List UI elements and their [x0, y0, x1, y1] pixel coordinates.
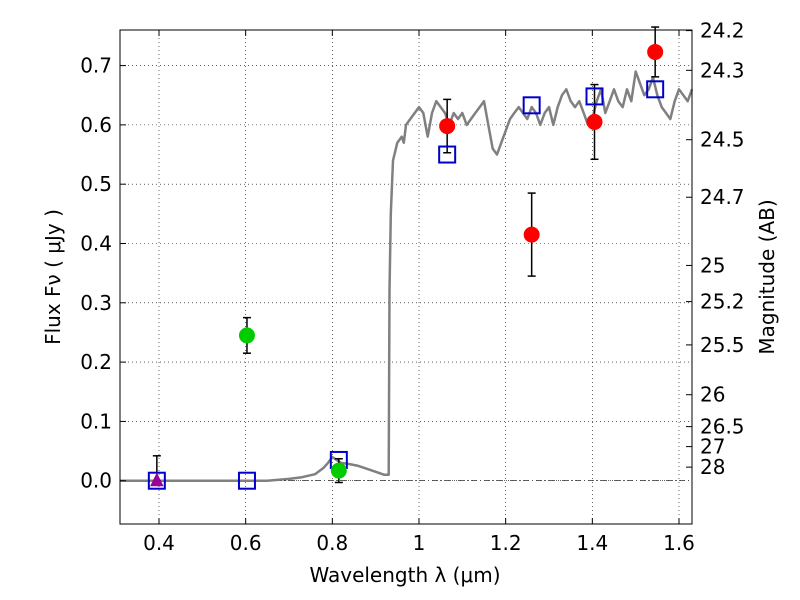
- right-tick-label: 24.7: [700, 185, 745, 209]
- model-spectrum-line: [120, 70, 694, 482]
- x-tick-label: 0.8: [316, 531, 348, 555]
- y-tick-label: 0.5: [80, 172, 112, 196]
- upper-limit-triangle: [150, 472, 164, 487]
- right-tick-label: 26: [700, 383, 725, 407]
- x-axis-title: Wavelength λ (μm): [309, 563, 500, 587]
- right-tick-label: 28: [700, 455, 725, 479]
- right-tick-label: 24.2: [700, 19, 745, 43]
- spectrum-line: [120, 70, 694, 482]
- model-photometry-square: [438, 145, 457, 164]
- x-tick-label: 1: [413, 531, 426, 555]
- observed-flux-point: [330, 462, 347, 479]
- right-tick-label: 24.3: [700, 58, 745, 82]
- observed-flux-point: [439, 118, 456, 135]
- observed-flux-point: [586, 113, 603, 130]
- y-tick-label: 0.0: [80, 469, 112, 493]
- y-tick-label: 0.3: [80, 291, 112, 315]
- data-markers: [147, 43, 665, 490]
- y-tick-label: 0.4: [80, 231, 112, 255]
- observed-flux-point: [647, 43, 664, 60]
- y-axis-title: Flux Fν ( μJy ): [41, 209, 65, 345]
- x-tick-label: 0.6: [230, 531, 262, 555]
- observed-flux-point: [238, 327, 255, 344]
- model-photometry-square: [522, 96, 541, 115]
- x-tick-label: 1.2: [490, 531, 522, 555]
- x-tick-label: 1.4: [576, 531, 608, 555]
- y-tick-label: 0.6: [80, 113, 112, 137]
- right-axis-title: Magnitude (AB): [755, 199, 779, 354]
- plot-frame: [119, 29, 693, 525]
- right-tick-label: 25: [700, 253, 725, 277]
- model-photometry-square: [646, 80, 665, 99]
- y-tick-label: 0.1: [80, 409, 112, 433]
- right-tick-label: 24.5: [700, 128, 745, 152]
- observed-flux-point: [523, 226, 540, 243]
- y-tick-label: 0.7: [80, 54, 112, 78]
- right-tick-label: 26.5: [700, 415, 745, 439]
- right-tick-label: 27: [700, 435, 725, 459]
- x-tick-label: 0.4: [143, 531, 175, 555]
- model-photometry-square: [237, 471, 256, 490]
- x-tick-label: 1.6: [663, 531, 695, 555]
- y-tick-label: 0.2: [80, 350, 112, 374]
- axis-ticks: 0.4 0.6 0.8 1 1.2 1.4 1.6 0.0 0.1 0.2 0.3 0.4 0.5 0.6…: [80, 19, 744, 555]
- model-photometry-square: [585, 87, 604, 106]
- right-tick-label: 25.2: [700, 290, 745, 314]
- right-tick-label: 25.5: [700, 333, 745, 357]
